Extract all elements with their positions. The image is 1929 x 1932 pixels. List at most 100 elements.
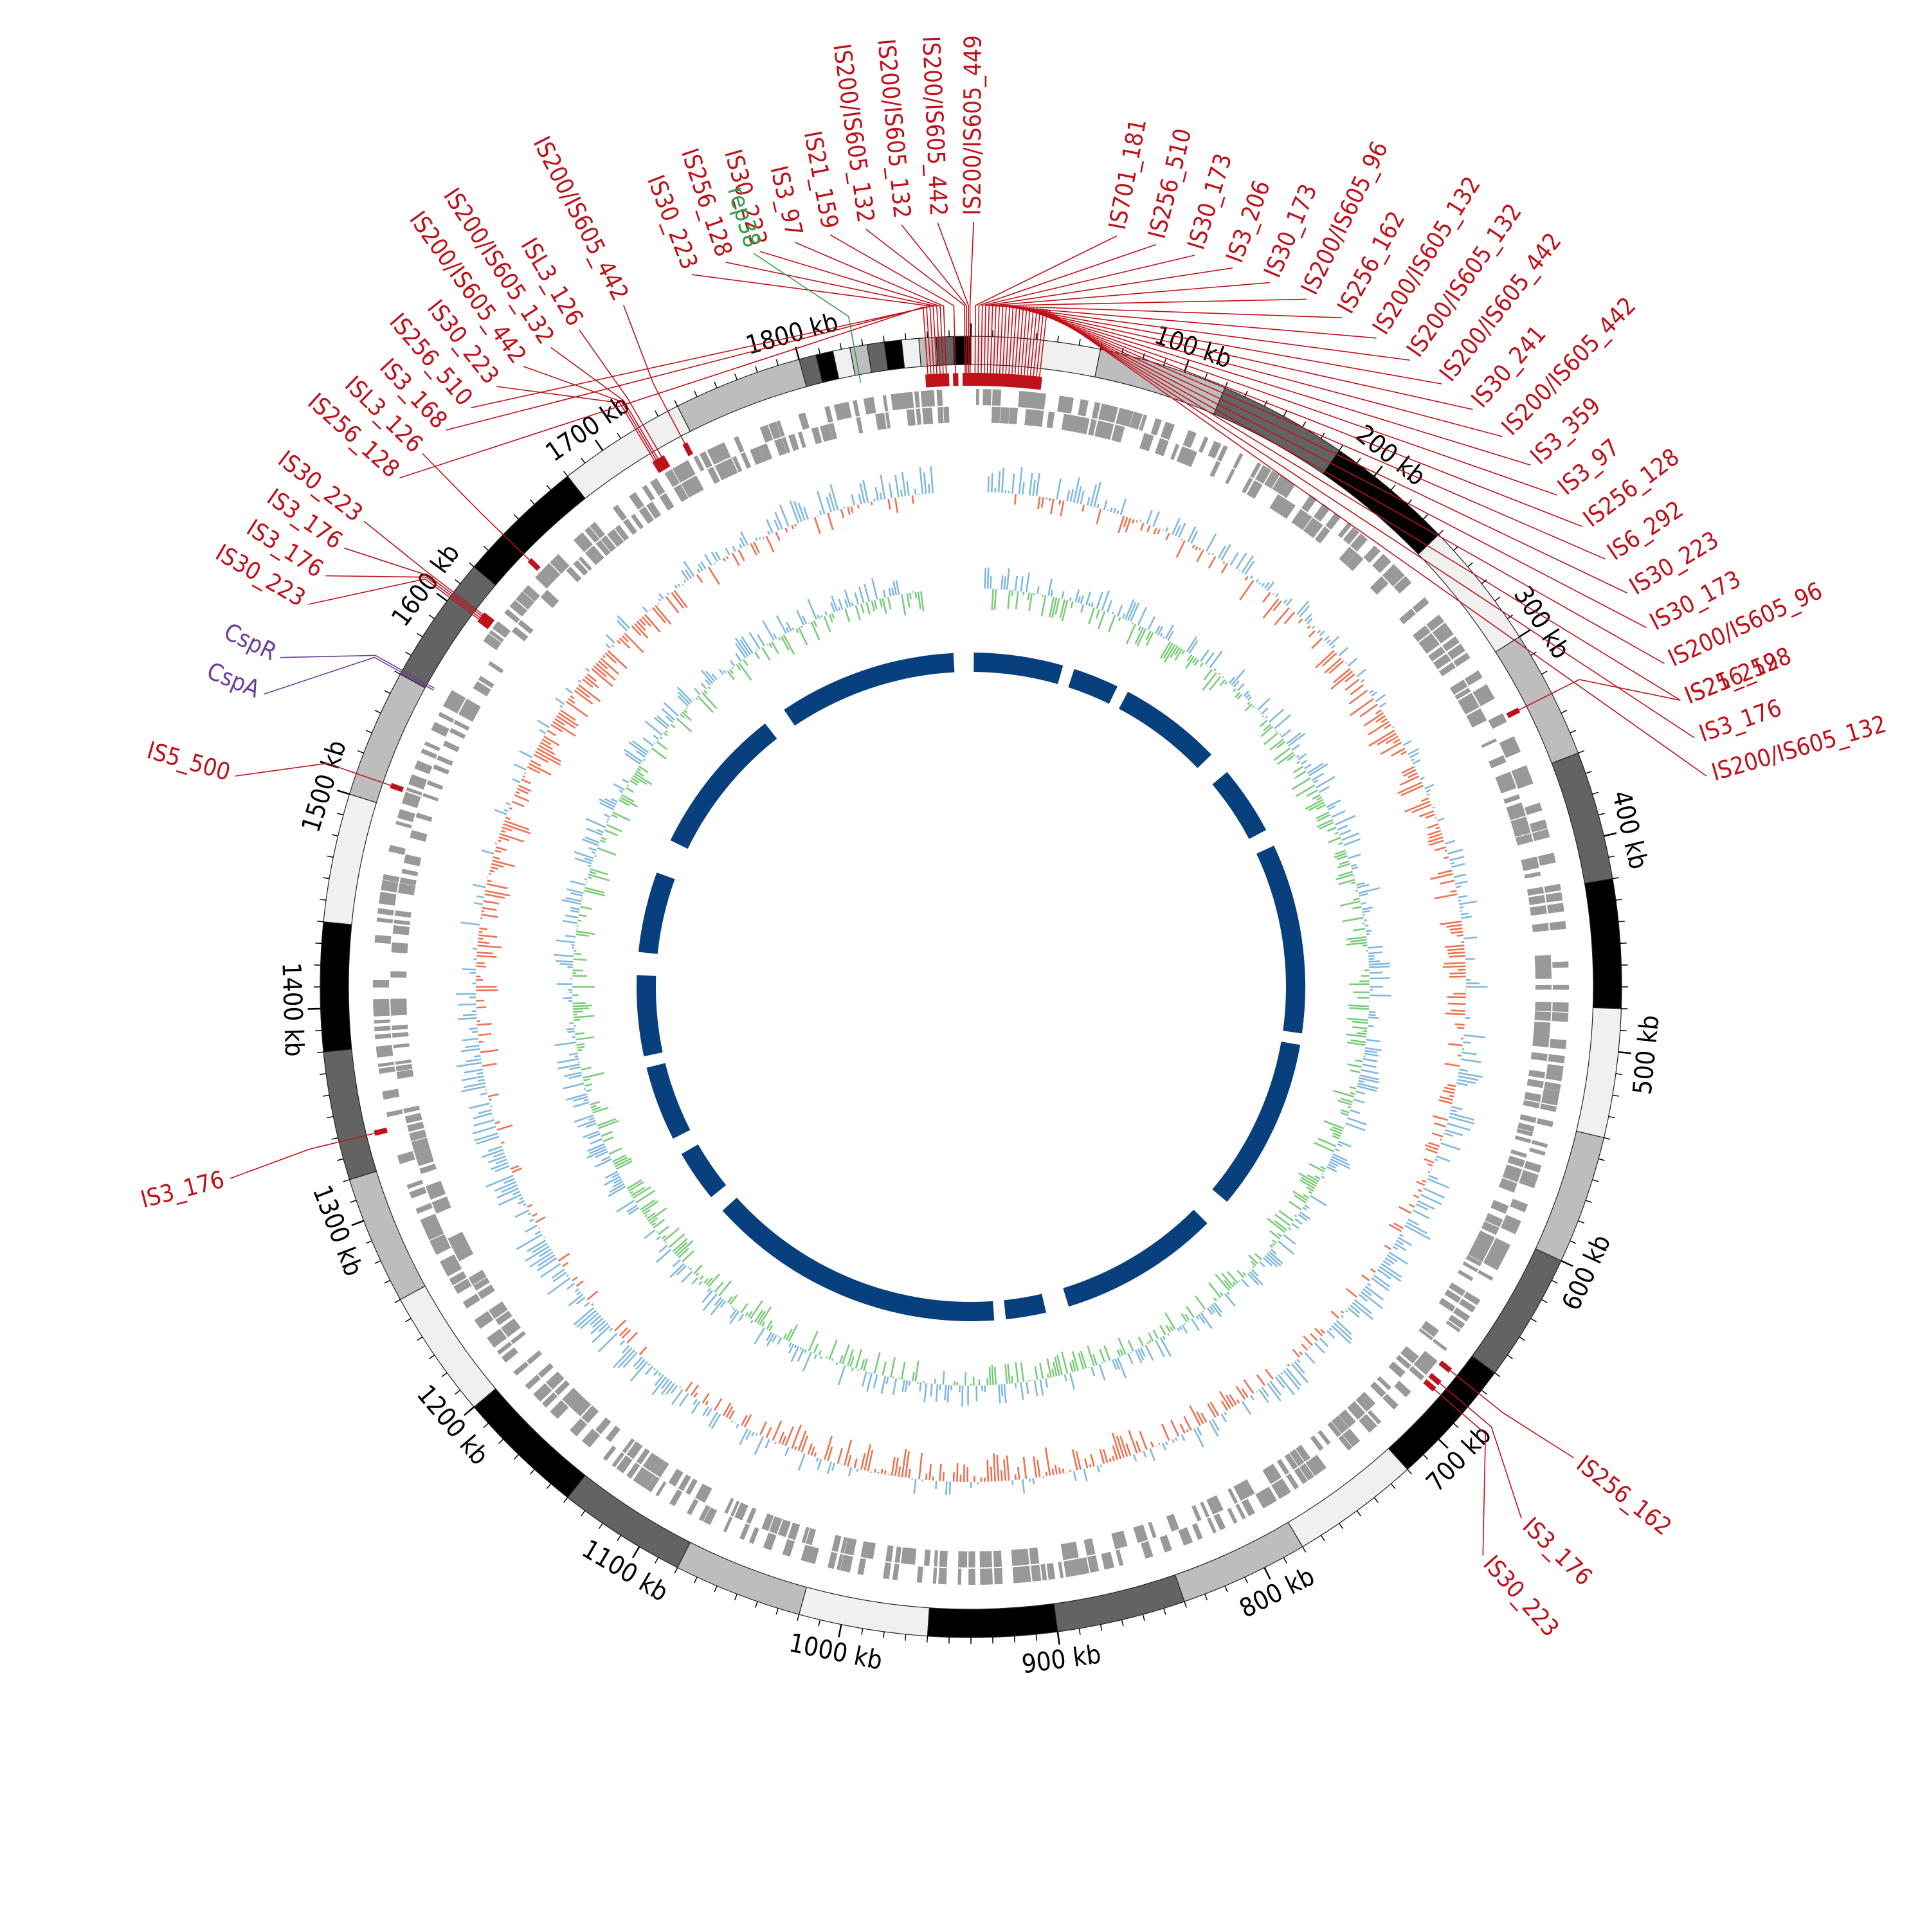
gene-block	[541, 590, 559, 608]
gc-skew-bar	[584, 1303, 590, 1306]
gc-skew-bar	[1417, 1201, 1435, 1209]
gc-content-bar	[1218, 673, 1220, 674]
gc-content-bar	[795, 1345, 796, 1348]
gc-content-bar	[920, 1382, 921, 1391]
gc-content-bar	[1028, 593, 1029, 600]
gc-content-bar	[793, 627, 794, 629]
gc-content-bar	[1233, 1282, 1235, 1285]
gene-block	[395, 821, 412, 829]
gc-content-bar	[622, 779, 628, 783]
gene-block	[1490, 1200, 1508, 1214]
scale-tick	[366, 1241, 372, 1243]
is-element-label: IS3_176	[1517, 1512, 1598, 1591]
gc-skew-bar	[1449, 1117, 1474, 1124]
gc-content-bar	[688, 1267, 689, 1268]
gc-skew-bar	[773, 1421, 781, 1440]
gc-content-bar	[579, 915, 586, 916]
gc-content-bar	[1097, 592, 1103, 609]
gc-content-bar	[809, 623, 810, 624]
gc-content-bar	[1368, 952, 1382, 953]
gc-skew-bar	[610, 1328, 612, 1331]
gc-content-bar	[874, 1352, 880, 1373]
gc-content-bar	[569, 1053, 577, 1054]
gc-skew-bar	[1444, 962, 1465, 964]
gc-content-bar	[808, 599, 817, 619]
inner-ring-segment	[1256, 845, 1305, 1033]
gc-content-bar	[1274, 715, 1291, 728]
gc-skew-bar	[1037, 1460, 1040, 1477]
gc-skew-bar	[1181, 539, 1182, 540]
gc-skew-bar	[709, 1412, 717, 1426]
gc-skew-bar	[606, 644, 610, 648]
gc-skew-bar	[1429, 1175, 1438, 1179]
karyotype-band	[884, 340, 905, 370]
scale-tick	[352, 1221, 364, 1225]
gc-content-bar	[838, 608, 840, 611]
gc-content-bar	[999, 1384, 1000, 1403]
gc-content-bar	[1070, 1362, 1073, 1372]
gc-skew-bar	[1427, 824, 1438, 828]
gc-content-bar	[1364, 1056, 1366, 1057]
gc-skew-bar	[579, 685, 600, 701]
gc-skew-bar	[1057, 478, 1061, 499]
gc-skew-bar	[487, 884, 507, 889]
gc-content-bar	[1269, 709, 1284, 722]
gc-skew-bar	[1393, 739, 1400, 743]
gc-content-bar	[1363, 911, 1370, 912]
karyotype-band	[1418, 534, 1519, 652]
gc-skew-bar	[1206, 534, 1216, 551]
gene-block	[747, 1508, 757, 1524]
gc-content-bar	[589, 872, 596, 874]
gc-skew-bar	[620, 638, 630, 648]
gc-skew-bar	[1187, 1430, 1188, 1432]
gc-content-bar	[801, 626, 802, 628]
gc-skew-bar	[1134, 1454, 1136, 1461]
scale-tick	[1613, 1095, 1619, 1096]
gene-block	[992, 390, 1001, 406]
gene-block	[538, 1363, 554, 1378]
gc-skew-bar	[514, 764, 526, 770]
scale-tick	[1620, 943, 1627, 944]
gc-content-bar	[1180, 1326, 1182, 1330]
gc-skew-bar	[780, 505, 788, 527]
scale-tick	[514, 1454, 519, 1459]
gc-content-bar	[565, 916, 578, 918]
gene-block	[741, 452, 751, 469]
gc-skew-bar	[563, 1263, 568, 1267]
gc-content-bar	[896, 581, 899, 595]
gc-skew-bar	[1443, 966, 1465, 967]
gc-skew-bar	[1433, 807, 1435, 808]
gene-block	[1101, 1552, 1114, 1570]
gene-block	[1532, 923, 1549, 932]
gc-skew-bar	[1251, 575, 1253, 578]
gc-content-bar	[644, 759, 645, 761]
gc-content-bar	[856, 1350, 862, 1369]
gc-content-bar	[643, 738, 653, 746]
gc-content-bar	[992, 1365, 993, 1385]
scale-tick	[1357, 1511, 1361, 1516]
gc-content-bar	[567, 889, 583, 893]
gc-skew-bar	[525, 1246, 549, 1261]
gc-skew-bar	[799, 1431, 806, 1450]
gc-skew-bar	[1166, 533, 1169, 539]
gc-content-bar	[1012, 1376, 1013, 1383]
gc-skew-bar	[506, 803, 511, 805]
gc-content-bar	[1184, 1323, 1185, 1324]
gene-block	[603, 1445, 617, 1461]
gc-skew-bar	[501, 1142, 504, 1143]
gc-content-bar	[583, 1073, 604, 1078]
gc-content-bar	[1200, 650, 1208, 661]
gene-block	[798, 413, 810, 430]
gc-skew-bar	[1325, 636, 1329, 641]
gc-skew-bar	[940, 1464, 941, 1481]
gene-block	[875, 413, 887, 430]
gc-content-bar	[1332, 811, 1345, 817]
gc-skew-bar	[598, 1333, 617, 1352]
scale-tick	[337, 790, 349, 794]
gc-content-bar	[1107, 600, 1112, 613]
gc-skew-bar	[709, 567, 720, 584]
gc-content-bar	[1344, 839, 1361, 845]
gc-skew-bar	[1074, 1471, 1076, 1481]
scale-tick	[1391, 485, 1395, 491]
gc-skew-bar	[1208, 1404, 1215, 1418]
